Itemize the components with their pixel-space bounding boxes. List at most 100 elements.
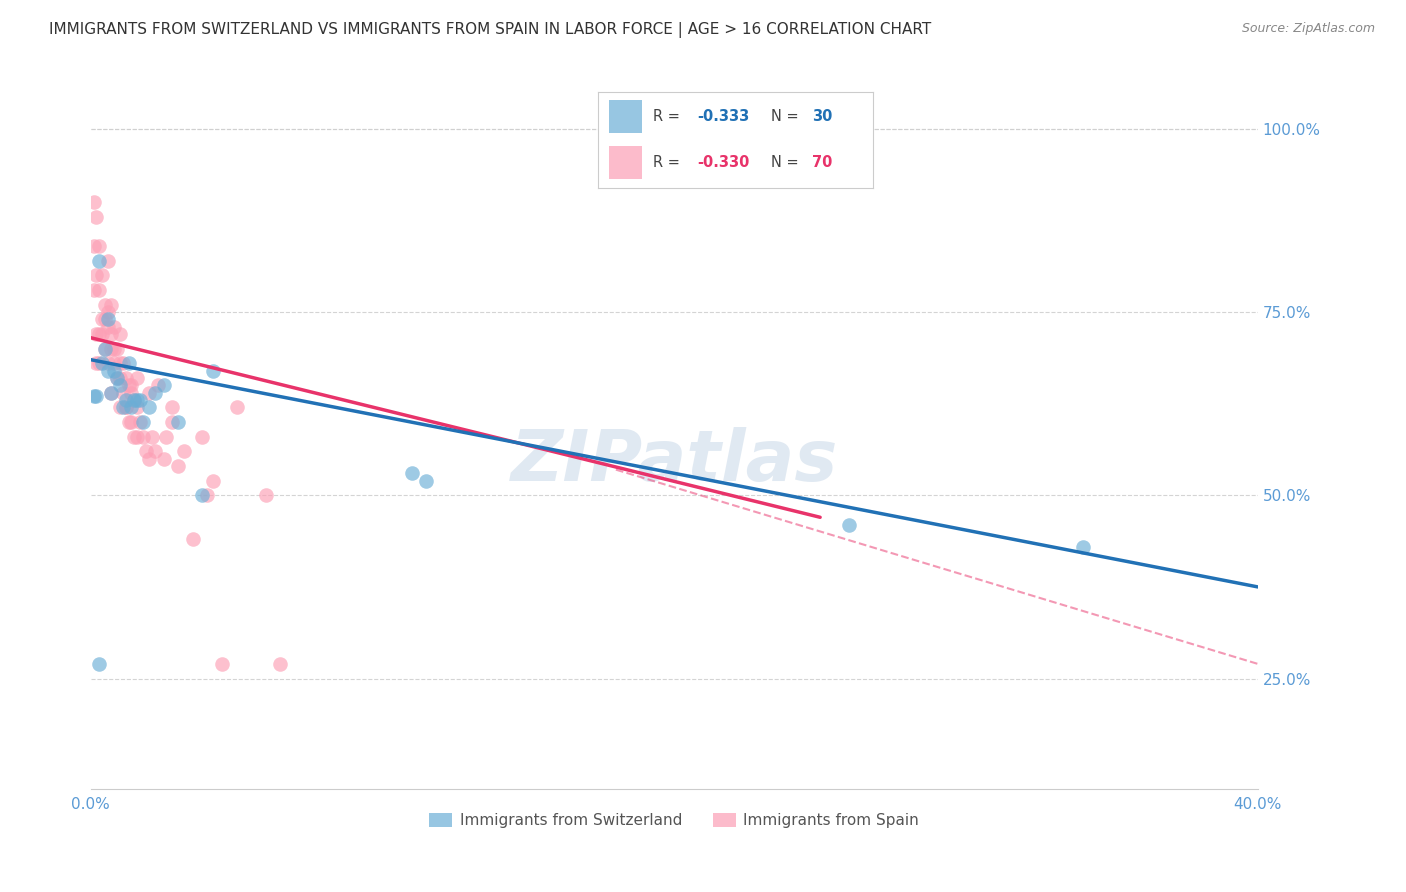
Point: [108, 401, 131, 415]
Point: [97, 356, 120, 370]
Point: [152, 378, 174, 392]
Point: [202, 364, 225, 378]
Point: [111, 356, 134, 370]
Point: [141, 430, 163, 444]
Point: [91, 268, 114, 283]
Point: [167, 415, 190, 429]
Point: [103, 356, 125, 370]
Point: [167, 458, 190, 473]
Point: [129, 415, 152, 429]
Point: [89, 283, 111, 297]
Point: [138, 451, 160, 466]
Point: [132, 415, 155, 429]
Point: [83, 239, 105, 253]
Point: [173, 444, 195, 458]
Point: [108, 326, 131, 341]
Point: [121, 385, 143, 400]
Point: [91, 326, 114, 341]
Point: [83, 389, 105, 403]
Text: ZIPatlas: ZIPatlas: [510, 427, 838, 496]
Point: [254, 488, 277, 502]
Point: [100, 342, 122, 356]
Point: [117, 378, 139, 392]
Point: [94, 342, 117, 356]
Point: [100, 385, 122, 400]
Point: [155, 430, 177, 444]
Point: [121, 378, 143, 392]
Point: [121, 415, 143, 429]
Point: [127, 371, 149, 385]
Point: [108, 371, 131, 385]
Point: [103, 342, 125, 356]
Point: [103, 364, 125, 378]
Point: [86, 210, 108, 224]
Point: [103, 319, 125, 334]
Point: [117, 356, 139, 370]
Point: [86, 356, 108, 370]
Point: [108, 356, 131, 370]
Point: [114, 401, 136, 415]
Point: [124, 430, 146, 444]
Point: [86, 326, 108, 341]
Point: [162, 415, 184, 429]
Point: [83, 283, 105, 297]
Point: [162, 401, 184, 415]
Point: [211, 657, 233, 671]
Point: [121, 401, 143, 415]
Point: [100, 385, 122, 400]
Point: [108, 378, 131, 392]
Point: [117, 415, 139, 429]
Point: [127, 401, 149, 415]
Point: [94, 298, 117, 312]
Point: [97, 364, 120, 378]
Point: [89, 356, 111, 370]
Text: IMMIGRANTS FROM SWITZERLAND VS IMMIGRANTS FROM SPAIN IN LABOR FORCE | AGE > 16 C: IMMIGRANTS FROM SWITZERLAND VS IMMIGRANT…: [49, 22, 931, 38]
Point: [132, 430, 155, 444]
Point: [97, 253, 120, 268]
Point: [89, 657, 111, 671]
Legend: Immigrants from Switzerland, Immigrants from Spain: Immigrants from Switzerland, Immigrants …: [423, 807, 925, 834]
Point: [190, 430, 212, 444]
Point: [269, 657, 291, 671]
Point: [94, 342, 117, 356]
Point: [138, 401, 160, 415]
Point: [97, 319, 120, 334]
Point: [105, 342, 128, 356]
Point: [181, 533, 204, 547]
Point: [225, 401, 247, 415]
Point: [100, 298, 122, 312]
Point: [138, 385, 160, 400]
Point: [97, 305, 120, 319]
Point: [91, 312, 114, 326]
Point: [190, 488, 212, 502]
Point: [114, 401, 136, 415]
Point: [135, 444, 157, 458]
Point: [143, 385, 166, 400]
Point: [127, 392, 149, 407]
Point: [86, 268, 108, 283]
Point: [89, 253, 111, 268]
Point: [91, 356, 114, 370]
Point: [202, 474, 225, 488]
Point: [838, 517, 860, 532]
Point: [1071, 540, 1094, 554]
Point: [86, 389, 108, 403]
Point: [152, 451, 174, 466]
Point: [124, 392, 146, 407]
Point: [415, 474, 437, 488]
Point: [129, 392, 152, 407]
Point: [105, 371, 128, 385]
Point: [127, 430, 149, 444]
Point: [111, 385, 134, 400]
Point: [94, 312, 117, 326]
Point: [143, 444, 166, 458]
Point: [83, 195, 105, 210]
Point: [146, 378, 169, 392]
Point: [97, 312, 120, 326]
Point: [111, 401, 134, 415]
Point: [89, 326, 111, 341]
Text: Source: ZipAtlas.com: Source: ZipAtlas.com: [1241, 22, 1375, 36]
Point: [401, 467, 423, 481]
Point: [105, 371, 128, 385]
Point: [114, 371, 136, 385]
